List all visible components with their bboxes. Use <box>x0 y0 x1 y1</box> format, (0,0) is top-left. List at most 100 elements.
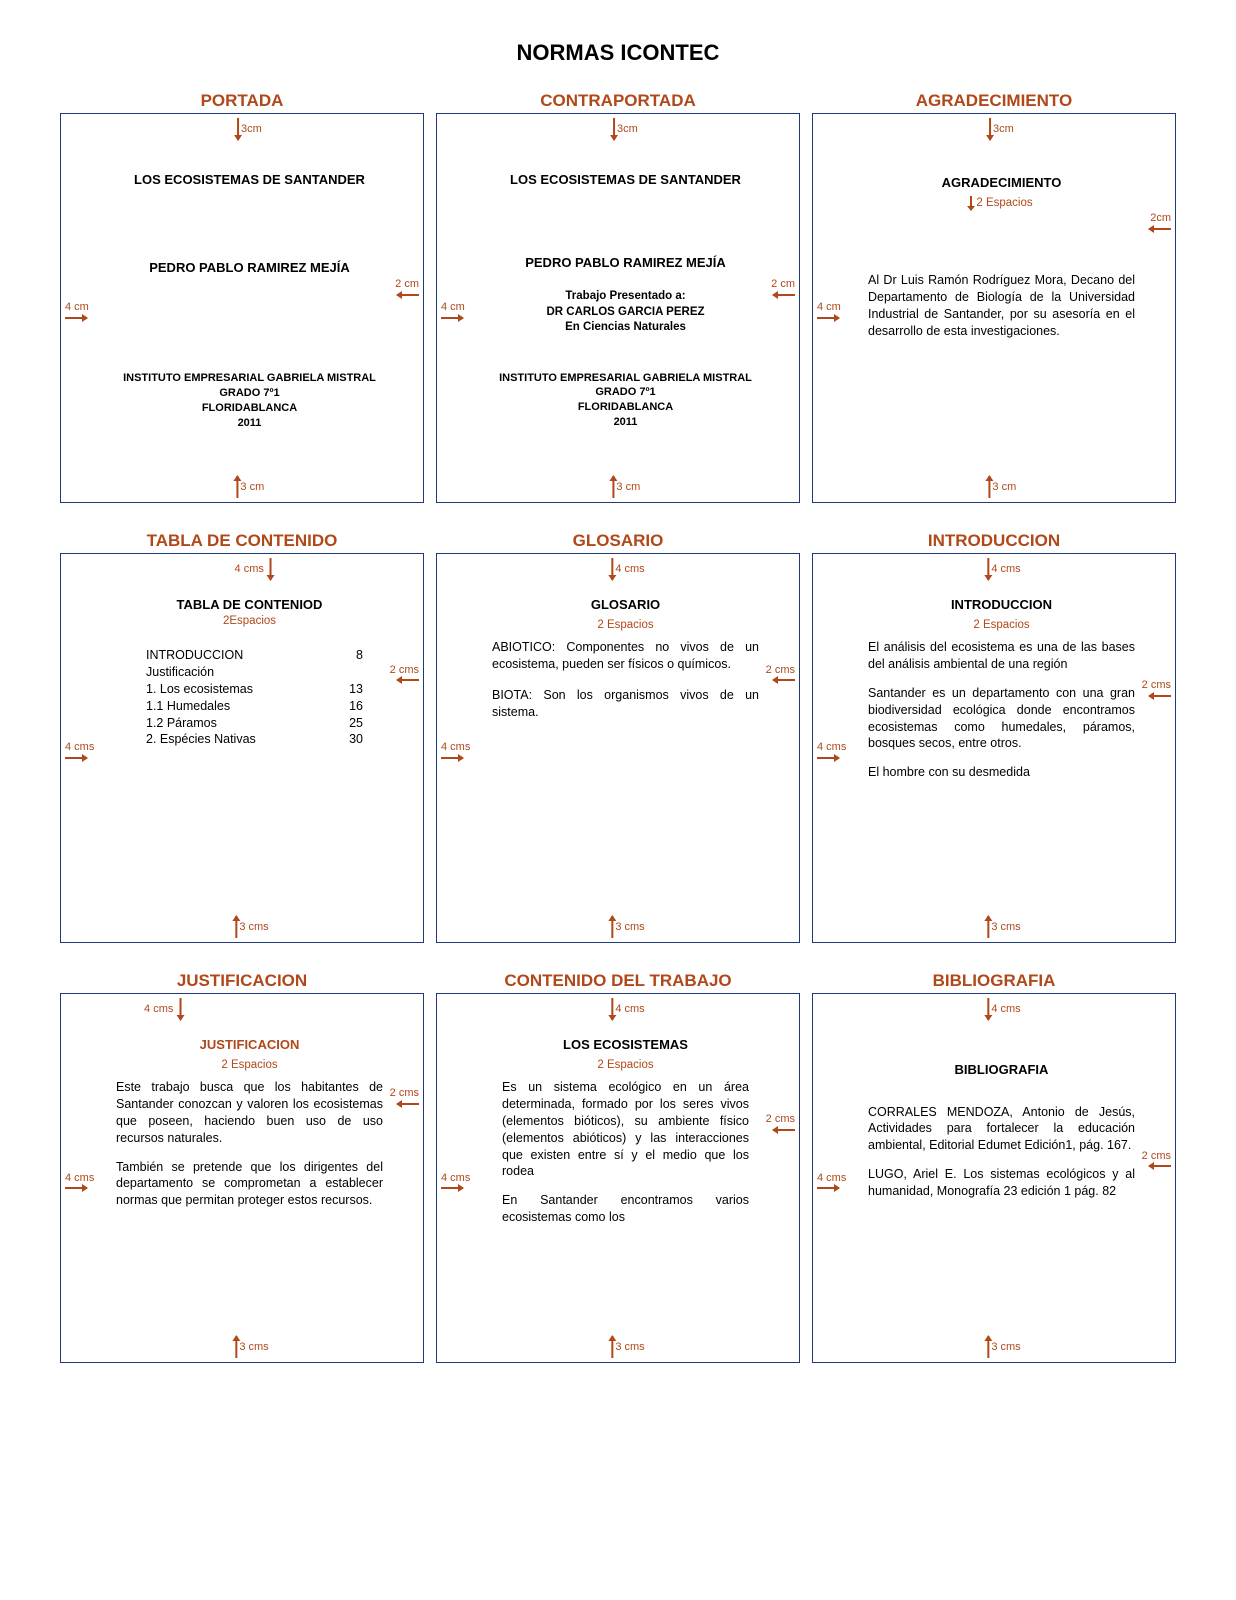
margin-top-arrow: 3cm <box>237 118 262 140</box>
toc-item: 1. Los ecosistemas13 <box>146 681 363 698</box>
margin-left-arrow: 4 cm <box>441 300 465 319</box>
margin-bottom-arrow: 3 cms <box>987 916 1020 938</box>
agr-heading: AGRADECIMIENTO <box>868 174 1135 192</box>
label-tabla: TABLA DE CONTENIDO <box>60 531 424 551</box>
toc-item: Justificación <box>146 664 363 681</box>
espacios-note: 2 Espacios <box>868 196 1135 212</box>
panel-agradecimiento: 3cm 4 cm 2cm 3 cm AGRADECIMIENTO 2 Espac… <box>812 113 1176 503</box>
margin-right-arrow: 2 cms <box>1142 1149 1171 1168</box>
margin-right-arrow: 2 cms <box>390 663 419 682</box>
toc-item: 1.1 Humedales16 <box>146 698 363 715</box>
panel-bibliografia: 4 cms 4 cms 2 cms 3 cms BIBLIOGRAFIA COR… <box>812 993 1176 1363</box>
contra-pres3: En Ciencias Naturales <box>492 320 759 336</box>
panel-contenido: 4 cms 4 cms 2 cms 3 cms LOS ECOSISTEMAS … <box>436 993 800 1363</box>
margin-right-arrow: 2 cm <box>395 277 419 296</box>
contra-footer3: FLORIDABLANCA <box>492 400 759 415</box>
bib-ref2: LUGO, Ariel E. Los sistemas ecológicos y… <box>868 1166 1135 1200</box>
margin-bottom-arrow: 3 cm <box>236 476 264 498</box>
main-title: NORMAS ICONTEC <box>60 40 1176 66</box>
panel-justificacion: 4 cms 4 cms 2 cms 3 cms JUSTIFICACION 2 … <box>60 993 424 1363</box>
margin-top-arrow: 4 cms <box>987 558 1020 580</box>
panel-introduccion: 4 cms 4 cms 2 cms 3 cms INTRODUCCION 2 E… <box>812 553 1176 943</box>
panel-contraportada: 3cm 4 cm 2 cm 3 cm LOS ECOSISTEMAS DE SA… <box>436 113 800 503</box>
margin-bottom-arrow: 3 cms <box>611 1336 644 1358</box>
intro-heading: INTRODUCCION <box>868 596 1135 614</box>
margin-right-arrow: 2 cms <box>766 663 795 682</box>
bib-ref1: CORRALES MENDOZA, Antonio de Jesús, Acti… <box>868 1104 1135 1155</box>
cont-p2: En Santander encontramos varios ecosiste… <box>492 1192 759 1226</box>
panel-tabla: 4 cms 4 cms 2 cms 3 cms TABLA DE CONTENI… <box>60 553 424 943</box>
cont-heading: LOS ECOSISTEMAS <box>492 1036 759 1054</box>
label-portada: PORTADA <box>60 91 424 111</box>
toc-item: 1.2 Páramos25 <box>146 715 363 732</box>
margin-top-arrow: 4 cms <box>987 998 1020 1020</box>
label-bibliografia: BIBLIOGRAFIA <box>812 971 1176 991</box>
toc-list: INTRODUCCION8 Justificación 1. Los ecosi… <box>116 647 383 748</box>
panel-glosario: 4 cms 4 cms 2 cms 3 cms GLOSARIO 2 Espac… <box>436 553 800 943</box>
portada-footer4: 2011 <box>116 416 383 431</box>
contra-footer1: INSTITUTO EMPRESARIAL GABRIELA MISTRAL <box>492 371 759 386</box>
espacios-note: 2 Espacios <box>116 1058 383 1074</box>
glosario-heading: GLOSARIO <box>492 596 759 614</box>
margin-top-arrow: 3cm <box>989 118 1014 140</box>
portada-author: PEDRO PABLO RAMIREZ MEJÍA <box>116 259 383 277</box>
espacios-note: 2 Espacios <box>492 618 759 634</box>
margin-left-arrow: 4 cms <box>441 1171 470 1190</box>
margin-right-arrow: 2 cm <box>771 277 795 296</box>
just-heading: JUSTIFICACION <box>116 1036 383 1054</box>
margin-right-arrow: 2 cms <box>390 1086 419 1105</box>
margin-top-arrow: 3cm <box>613 118 638 140</box>
tabla-heading: TABLA DE CONTENIOD <box>116 596 383 614</box>
label-contraportada: CONTRAPORTADA <box>436 91 800 111</box>
margin-bottom-arrow: 3 cms <box>611 916 644 938</box>
label-agradecimiento: AGRADECIMIENTO <box>812 91 1176 111</box>
intro-p1: El análisis del ecosistema es una de las… <box>868 639 1135 673</box>
toc-item: INTRODUCCION8 <box>146 647 363 664</box>
margin-left-arrow: 4 cms <box>65 740 94 759</box>
margin-left-arrow: 4 cm <box>817 300 841 319</box>
label-glosario: GLOSARIO <box>436 531 800 551</box>
layout-grid: PORTADA 3cm 4 cm 2 cm 3 cm LOS ECOSISTEM… <box>60 91 1176 1363</box>
margin-left-arrow: 4 cms <box>441 740 470 759</box>
label-introduccion: INTRODUCCION <box>812 531 1176 551</box>
portada-footer2: GRADO 7º1 <box>116 386 383 401</box>
margin-left-arrow: 4 cms <box>817 1171 846 1190</box>
glosario-entry2: BIOTA: Son los organismos vivos de un si… <box>492 687 759 721</box>
margin-right-arrow: 2cm <box>1149 211 1171 230</box>
portada-title: LOS ECOSISTEMAS DE SANTANDER <box>116 171 383 189</box>
margin-left-arrow: 4 cms <box>65 1171 94 1190</box>
margin-right-arrow: 2 cms <box>1142 678 1171 697</box>
bib-heading: BIBLIOGRAFIA <box>868 1061 1135 1079</box>
margin-top-arrow: 4 cms <box>144 998 181 1020</box>
toc-item: 2. Espécies Nativas30 <box>146 731 363 748</box>
espacios-note: 2Espacios <box>116 614 383 630</box>
margin-bottom-arrow: 3 cm <box>988 476 1016 498</box>
panel-portada: 3cm 4 cm 2 cm 3 cm LOS ECOSISTEMAS DE SA… <box>60 113 424 503</box>
just-p1: Este trabajo busca que los habitantes de… <box>116 1079 383 1147</box>
contra-pres2: DR CARLOS GARCIA PEREZ <box>492 305 759 321</box>
contra-footer2: GRADO 7º1 <box>492 385 759 400</box>
margin-top-arrow: 4 cms <box>611 998 644 1020</box>
intro-p2: Santander es un departamento con una gra… <box>868 685 1135 753</box>
contra-footer4: 2011 <box>492 415 759 430</box>
margin-bottom-arrow: 3 cms <box>235 916 268 938</box>
intro-p3: El hombre con su desmedida <box>868 764 1135 781</box>
label-justificacion: JUSTIFICACION <box>60 971 424 991</box>
portada-footer1: INSTITUTO EMPRESARIAL GABRIELA MISTRAL <box>116 371 383 386</box>
margin-bottom-arrow: 3 cms <box>235 1336 268 1358</box>
glosario-entry1: ABIOTICO: Componentes no vivos de un eco… <box>492 639 759 673</box>
margin-left-arrow: 4 cm <box>65 300 89 319</box>
just-p2: También se pretende que los dirigentes d… <box>116 1159 383 1210</box>
label-contenido: CONTENIDO DEL TRABAJO <box>436 971 800 991</box>
cont-p1: Es un sistema ecológico en un área deter… <box>492 1079 759 1180</box>
margin-top-arrow: 4 cms <box>611 558 644 580</box>
margin-left-arrow: 4 cms <box>817 740 846 759</box>
espacios-note: 2 Espacios <box>492 1058 759 1074</box>
margin-bottom-arrow: 3 cms <box>987 1336 1020 1358</box>
contra-author: PEDRO PABLO RAMIREZ MEJÍA <box>492 254 759 272</box>
espacios-note: 2 Espacios <box>868 618 1135 634</box>
agr-body: Al Dr Luis Ramón Rodríguez Mora, Decano … <box>868 272 1135 340</box>
margin-right-arrow: 2 cms <box>766 1112 795 1131</box>
margin-top-arrow: 4 cms <box>235 558 272 580</box>
margin-bottom-arrow: 3 cm <box>612 476 640 498</box>
